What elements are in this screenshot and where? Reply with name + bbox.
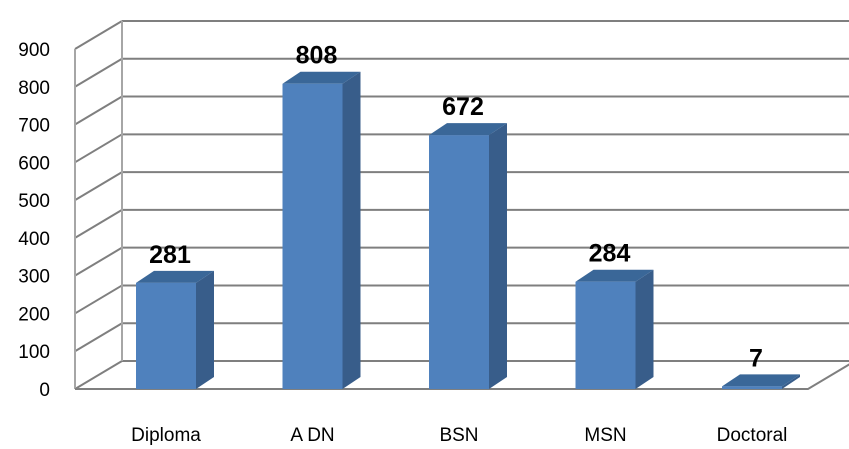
data-label: 7: [749, 344, 763, 372]
y-tick-label: 0: [39, 380, 50, 401]
bar-msn: [575, 269, 654, 389]
x-category-label: MSN: [584, 425, 626, 446]
y-tick-label: 900: [18, 40, 50, 61]
data-label: 672: [442, 93, 484, 121]
y-tick-label: 100: [18, 342, 50, 363]
y-axis-ticks: 0 100 200 300 400 500 600 700 800 900: [18, 40, 50, 401]
x-category-label: A DN: [290, 425, 334, 446]
y-tick-label: 300: [18, 267, 50, 288]
y-tick-label: 200: [18, 304, 50, 325]
x-category-label: BSN: [439, 425, 478, 446]
y-tick-label: 800: [18, 78, 50, 99]
bar-a-dn: [282, 71, 361, 389]
bar-doctoral: [722, 374, 800, 389]
x-category-label: Diploma: [131, 425, 201, 446]
y-tick-label: 600: [18, 153, 50, 174]
data-label: 808: [296, 42, 338, 70]
data-labels: 281 808 672 284 7: [149, 42, 763, 373]
bar-diploma: [136, 270, 214, 389]
data-label: 284: [589, 240, 631, 268]
x-axis-categories: Diploma A DN BSN MSN Doctoral: [131, 425, 787, 446]
bars: [136, 71, 800, 389]
gridline: [74, 95, 849, 126]
y-tick-label: 700: [18, 116, 50, 137]
data-label: 281: [149, 241, 191, 269]
gridline: [74, 19, 849, 50]
bar-bsn: [429, 123, 507, 389]
y-tick-label: 400: [18, 229, 50, 250]
x-category-label: Doctoral: [717, 425, 788, 446]
y-tick-label: 500: [18, 191, 50, 212]
gridline: [74, 57, 849, 88]
